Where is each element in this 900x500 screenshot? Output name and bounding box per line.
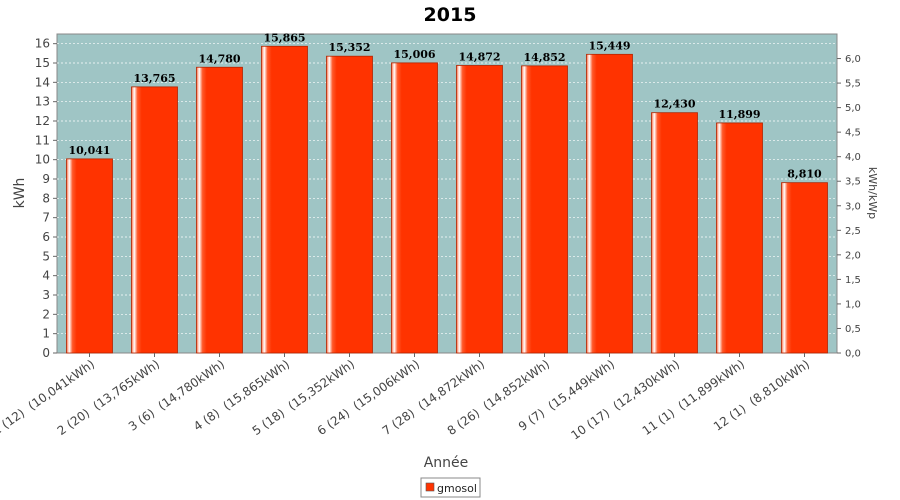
legend-box [420,477,481,498]
y2-tick-label: 4,0 [845,152,861,163]
bar [196,66,243,354]
x-tick-label: 10 (17) (12,430kWh) [568,357,682,443]
bar [781,182,828,354]
plot-area [56,33,838,354]
y2-tick-label: 6,0 [845,54,861,65]
bar [326,55,373,354]
y2-tick-label: 4,5 [845,128,861,139]
bar-value-label: 11,899 [718,108,760,121]
y-axis-title: kWh [12,178,28,209]
bar-value-label: 14,872 [458,50,500,63]
bars [66,45,828,354]
x-tick-label: 1 (12) (10,041kWh) [0,357,97,438]
bar-value-label: 15,006 [393,48,435,61]
bar [391,62,438,354]
y-tick-label: 11 [35,133,50,147]
bar-value-label: 13,765 [133,72,175,85]
bar [261,45,308,354]
bar-value-label: 15,449 [588,39,630,52]
y-tick-label: 14 [35,75,50,89]
y-tick-label: 13 [35,95,50,109]
y-tick-label: 3 [42,288,50,302]
y-tick-label: 12 [35,114,50,128]
bar [586,53,633,354]
bar [651,112,698,354]
x-axis-categories: 1 (12) (10,041kWh)2 (20) (13,765kWh)3 (6… [0,353,812,443]
y2-tick-label: 1,0 [845,299,861,310]
legend-label: gmosol [437,482,477,495]
bar-value-label: 15,865 [263,31,305,44]
y2-tick-label: 2,0 [845,250,861,261]
bar [131,86,178,354]
legend: gmosol [420,477,481,498]
y-tick-label: 15 [35,56,50,70]
bar-value-label: 14,780 [198,52,240,65]
bar-value-label: 8,810 [787,168,822,181]
y-tick-label: 0 [42,346,50,360]
bar [66,158,113,354]
bar-value-label: 10,041 [68,144,110,157]
y2-tick-label: 5,0 [845,103,861,114]
chart-title: 2015 [424,4,477,26]
y2-tick-label: 0,5 [845,324,861,335]
bar [521,65,568,354]
y2-tick-label: 5,5 [845,79,861,90]
bar-value-label: 12,430 [653,98,695,111]
y2-tick-label: 1,5 [845,275,861,286]
y-tick-label: 10 [35,153,50,167]
bar [456,65,503,354]
y2-tick-label: 2,5 [845,226,861,237]
y2-tick-label: 3,0 [845,201,861,212]
y-tick-label: 1 [42,327,50,341]
y-tick-label: 7 [42,211,50,225]
y-tick-label: 2 [42,307,50,321]
y-tick-label: 9 [42,172,50,186]
bar-value-label: 15,352 [328,41,370,54]
legend-swatch [425,482,435,492]
grid-lines [57,43,837,335]
bar [716,122,763,354]
right-y-axis: 0,0 0,5 1,0 1,5 2,0 2,5 3,0 3,5 4,0 4,5 5,0 5,5 6,0 [837,54,861,360]
y-tick-label: 8 [42,191,50,205]
y-tick-label: 6 [42,230,50,244]
x-axis-title: Année [424,455,469,471]
y2-tick-label: 3,5 [845,177,861,188]
y-tick-label: 4 [42,269,50,283]
bar-value-label: 14,852 [523,51,565,64]
y-tick-label: 5 [42,249,50,263]
data-labels: 10,041 13,765 14,780 15,865 15,352 15,006 14,8… [68,31,822,180]
y2-tick-label: 0,0 [845,349,861,360]
y2-axis-title: kWh/kWp [866,167,879,219]
y-tick-label: 16 [35,37,50,51]
